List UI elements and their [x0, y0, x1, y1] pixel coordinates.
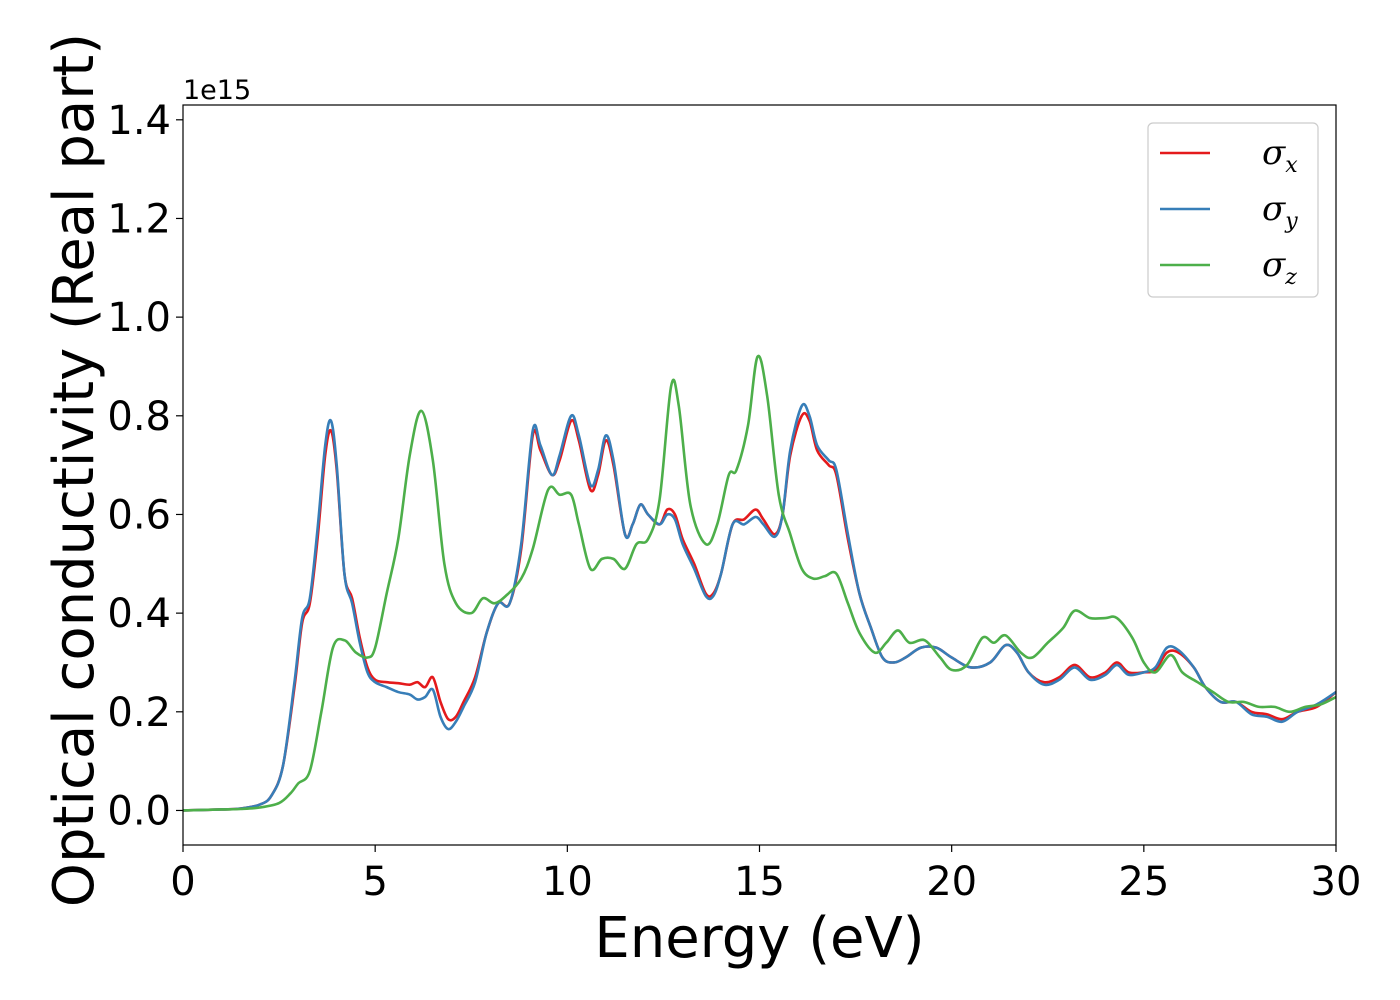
x-tick-label: 5 — [362, 859, 387, 905]
legend-symbol: σ — [1262, 245, 1286, 285]
x-tick-label: 10 — [542, 859, 593, 905]
y-tick-label: 0.8 — [107, 394, 171, 440]
y-tick-label: 0.4 — [107, 591, 171, 637]
x-tick-label: 0 — [170, 859, 195, 905]
x-tick-label: 25 — [1118, 859, 1169, 905]
legend-subscript: y — [1284, 209, 1298, 234]
legend-entry-z: σz — [1262, 245, 1297, 290]
x-axis-label: Energy (eV) — [594, 906, 924, 971]
legend-box — [1147, 122, 1319, 298]
y-axis-offset-label: 1e15 — [183, 75, 251, 106]
y-tick-label: 1.4 — [107, 98, 171, 144]
y-tick-label: 0.0 — [107, 788, 171, 834]
y-tick-label: 0.6 — [107, 492, 171, 538]
series-line-x — [183, 412, 1336, 812]
x-tick-label: 30 — [1311, 859, 1362, 905]
legend-entry-y: σy — [1262, 189, 1298, 234]
y-tick-label: 1.0 — [107, 295, 171, 341]
series-line-y — [183, 402, 1336, 812]
y-tick-label: 0.2 — [107, 690, 171, 736]
y-tick-label: 1.2 — [107, 196, 171, 242]
legend-entry-x: σx — [1262, 133, 1298, 178]
legend-symbol: σ — [1262, 133, 1286, 173]
series-line-z — [183, 354, 1336, 812]
x-tick-label: 15 — [734, 859, 785, 905]
y-axis-label: Optical conductivity (Real part) — [42, 33, 107, 907]
legend-symbol: σ — [1262, 189, 1286, 229]
legend-subscript: x — [1285, 153, 1298, 178]
series-layer — [183, 354, 1336, 812]
x-tick-label: 20 — [926, 859, 977, 905]
legend-subscript: z — [1284, 265, 1297, 290]
axis-ticks: 0 5 10 15 20 25 30 0.0 0.2 0.4 0.6 0.8 1.0 1.2 1.4 — [107, 98, 1361, 905]
